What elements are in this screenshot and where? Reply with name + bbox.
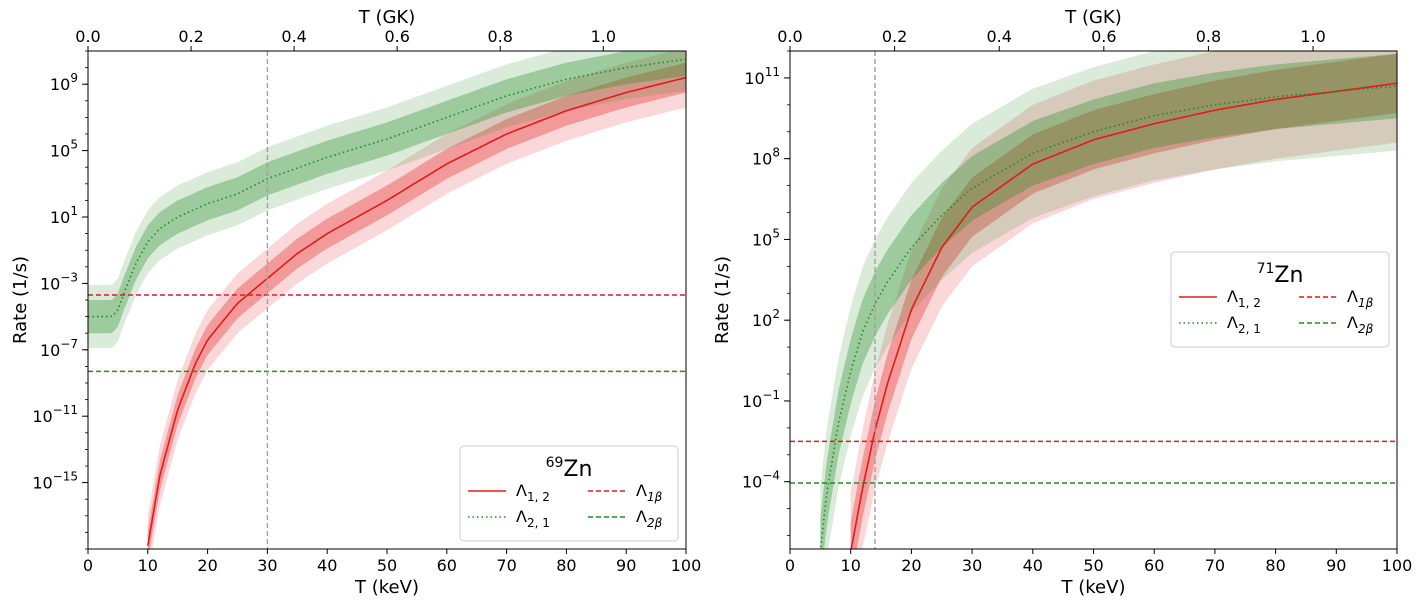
y-tick-label: 101 [50, 204, 78, 227]
legend-label: Λ2β [636, 507, 663, 530]
x-tick-label: 70 [1205, 556, 1225, 575]
x-tick-label: 0 [785, 556, 795, 575]
legend-entry-lambda-2beta: Λ2β [1299, 313, 1374, 336]
y-tick-label: 10−11 [32, 403, 78, 426]
x-axis-label: T (keV) [1061, 577, 1126, 598]
lambda-21-outer-band [820, 51, 1397, 549]
top-tick-label: 0.8 [488, 27, 513, 46]
x-tick-label: 60 [437, 556, 457, 575]
legend-label: Λ2β [1347, 313, 1374, 336]
legend-label: Λ1, 2 [1227, 287, 1261, 310]
x-tick-label: 70 [496, 556, 516, 575]
x-tick-label: 30 [962, 556, 982, 575]
x-tick-label: 20 [197, 556, 217, 575]
top-tick-label: 0.2 [178, 27, 203, 46]
lambda-12-outer-band [850, 51, 1397, 549]
top-tick-label: 0.6 [384, 27, 409, 46]
legend-entry-lambda-21: Λ2, 1 [1179, 313, 1261, 336]
lambda-21-inner-band [820, 53, 1397, 549]
x-tick-label: 80 [556, 556, 576, 575]
x-axis-label: T (keV) [354, 577, 419, 598]
x-tick-label: 60 [1144, 556, 1164, 575]
top-tick-label: 0.0 [777, 27, 802, 46]
top-tick-label: 1.0 [1300, 27, 1325, 46]
y-tick-label: 109 [50, 71, 78, 94]
y-tick-label: 102 [752, 307, 780, 330]
top-tick-label: 0.4 [281, 27, 306, 46]
plot-area [790, 51, 1397, 549]
y-tick-label: 105 [752, 226, 780, 249]
x-tick-label: 100 [1382, 556, 1413, 575]
top-tick-label: 0.0 [75, 27, 100, 46]
x-tick-label: 90 [1326, 556, 1346, 575]
top-tick-label: 0.6 [1091, 27, 1116, 46]
left-panel: 0 10 20 30 40 50 60 70 80 90 100 0.0 0.2 0.4 0.6 0.8 1.0… [10, 7, 701, 598]
lambda-12-inner-band [850, 53, 1397, 549]
lambda-21-line [819, 85, 1397, 549]
top-axis-label: T (GK) [358, 7, 416, 28]
y-tick-label: 10−7 [40, 337, 78, 360]
lambda-12-outer-band [147, 51, 686, 549]
x-tick-label: 100 [671, 556, 702, 575]
y-tick-label: 1011 [744, 65, 780, 88]
y-tick-label: 10−1 [742, 388, 780, 411]
legend-label: Λ2, 1 [1227, 313, 1261, 336]
legend-title: 71Zn [1257, 261, 1304, 288]
x-tick-label: 20 [901, 556, 921, 575]
lambda-12-line [147, 76, 686, 546]
legend-title: 69Zn [546, 455, 593, 482]
top-tick-label: 0.2 [882, 27, 907, 46]
x-tick-label: 50 [1083, 556, 1103, 575]
legend-entry-lambda-21: Λ2, 1 [468, 507, 550, 530]
x-tick-label: 40 [1023, 556, 1043, 575]
y-tick-label: 10−15 [32, 470, 78, 493]
legend-entry-lambda-2beta: Λ2β [588, 507, 663, 530]
legend-entry-lambda-12: Λ1, 2 [468, 481, 550, 504]
top-tick-label: 1.0 [591, 27, 616, 46]
right-panel: 0 10 20 30 40 50 60 70 80 90 100 0.0 0.2 0.4 0.6 0.8 1.0… [712, 7, 1413, 598]
legend-entry-lambda-1beta: Λ1β [1299, 287, 1374, 310]
x-tick-label: 10 [841, 556, 861, 575]
lambda-21-line [88, 58, 686, 318]
y-tick-label: 10−3 [40, 270, 78, 293]
y-tick-label: 10−4 [742, 469, 780, 492]
x-tick-label: 50 [377, 556, 397, 575]
x-tick-label: 80 [1265, 556, 1285, 575]
legend-label: Λ2, 1 [516, 507, 550, 530]
y-axis-label: Rate (1/s) [10, 256, 31, 344]
legend-entry-lambda-1beta: Λ1β [588, 481, 663, 504]
x-tick-label: 40 [317, 556, 337, 575]
top-tick-label: 0.8 [1196, 27, 1221, 46]
legend-label: Λ1β [1347, 287, 1374, 310]
top-tick-label: 0.4 [986, 27, 1011, 46]
x-tick-label: 30 [257, 556, 277, 575]
x-tick-label: 0 [83, 556, 93, 575]
legend-entry-lambda-12: Λ1, 2 [1179, 287, 1261, 310]
y-tick-label: 105 [50, 138, 78, 161]
lambda-21-inner-band [88, 51, 686, 334]
y-tick-label: 108 [752, 146, 780, 169]
top-axis-label: T (GK) [1064, 7, 1122, 28]
lambda-12-line [850, 82, 1397, 549]
x-tick-label: 90 [616, 556, 636, 575]
plot-area [88, 51, 686, 549]
legend-label: Λ1, 2 [516, 481, 550, 504]
y-axis-label: Rate (1/s) [712, 256, 733, 344]
lambda-21-outer-band [88, 51, 686, 349]
x-tick-label: 10 [138, 556, 158, 575]
legend-label: Λ1β [636, 481, 663, 504]
